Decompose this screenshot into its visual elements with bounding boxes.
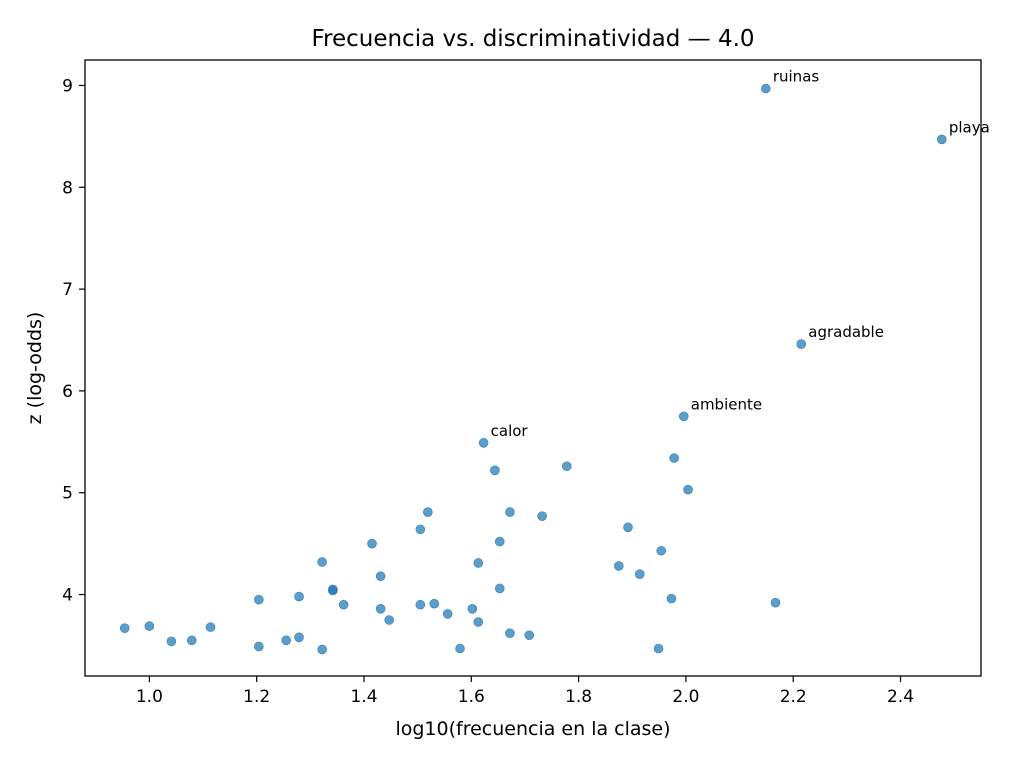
scatter-point (494, 583, 505, 594)
scatter-point (678, 411, 689, 422)
scatter-point (467, 603, 478, 614)
x-tick-label: 1.0 (136, 687, 163, 707)
scatter-point (442, 609, 453, 619)
scatter-point (561, 461, 572, 472)
scatter-point (415, 524, 426, 535)
x-axis-label: log10(frecuencia en la clase) (395, 718, 670, 740)
point-annotation: playa (949, 118, 990, 136)
point-annotation: ambiente (691, 395, 762, 413)
x-tick-label: 2.2 (780, 687, 807, 707)
scatter-point (537, 511, 547, 521)
point-annotation: calor (491, 422, 529, 440)
y-tick-label: 4 (62, 586, 73, 606)
scatter-point (338, 599, 349, 610)
scatter-point (429, 598, 440, 609)
scatter-point (683, 484, 693, 495)
scatter-point (666, 593, 677, 604)
scatter-point (415, 599, 426, 610)
scatter-point (669, 453, 679, 463)
x-tick-label: 2.4 (887, 687, 914, 707)
scatter-point (473, 617, 484, 627)
scatter-point (494, 536, 505, 547)
point-annotation: ruinas (773, 68, 820, 86)
x-tick-label: 1.4 (350, 687, 377, 707)
y-tick-label: 8 (62, 178, 73, 198)
scatter-point (254, 594, 264, 605)
scatter-point (317, 557, 327, 567)
scatter-point (455, 643, 465, 654)
plot-frame (84, 59, 982, 677)
scatter-point (205, 622, 216, 632)
scatter-point (634, 569, 645, 579)
scatter-point (473, 558, 484, 568)
scatter-point (144, 621, 155, 631)
scatter-point (614, 561, 624, 571)
scatter-point (367, 538, 377, 549)
scatter-point (423, 507, 433, 517)
scatter-point (166, 636, 177, 647)
annotations-layer: calor ambiente ruinas agradable playa (491, 68, 990, 440)
point-annotation: agradable (808, 323, 884, 341)
x-tick-label: 1.8 (565, 687, 592, 707)
scatter-point (524, 630, 535, 641)
chart-title: Frecuencia vs. discriminatividad — 4.0 (311, 26, 754, 52)
scatter-point (119, 623, 130, 633)
scatter-point (294, 632, 304, 643)
scatter-point (375, 603, 386, 614)
scatter-point (384, 615, 395, 625)
points-layer (119, 83, 947, 655)
scatter-point (761, 83, 771, 94)
x-tick-label: 2.0 (672, 687, 699, 707)
y-axis: 4 5 6 7 8 9 (62, 76, 85, 606)
x-tick-label: 1.6 (458, 687, 485, 707)
scatter-point (623, 522, 633, 533)
scatter-point (317, 644, 327, 655)
x-axis: 1.0 1.2 1.4 1.6 1.8 2.0 2.2 2.4 (136, 676, 914, 707)
scatter-point (796, 339, 807, 349)
scatter-point (186, 635, 197, 646)
scatter-point (254, 641, 264, 652)
y-tick-label: 9 (62, 76, 73, 96)
scatter-point (656, 545, 667, 556)
scatter-point (770, 597, 781, 608)
scatter-point (294, 591, 304, 602)
scatter-point (478, 438, 489, 448)
y-tick-label: 7 (62, 280, 73, 300)
y-tick-label: 5 (62, 484, 73, 504)
scatter-point (505, 507, 515, 517)
scatter-point (937, 134, 947, 145)
scatter-point (653, 643, 664, 654)
scatter-point (375, 571, 386, 582)
x-tick-label: 1.2 (243, 687, 270, 707)
scatter-point (490, 465, 500, 476)
scatter-point (505, 628, 515, 639)
scatter-point (328, 584, 338, 595)
scatter-point (281, 635, 292, 646)
y-axis-label: z (log-odds) (24, 312, 46, 425)
y-tick-label: 6 (62, 382, 73, 402)
